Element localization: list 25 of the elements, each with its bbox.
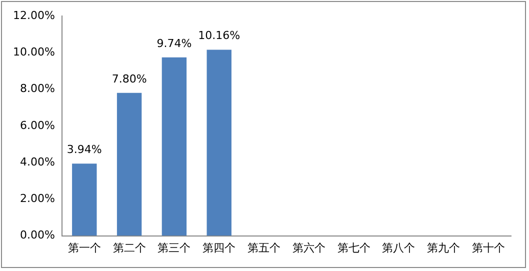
y-tick-label: 0.00% [20, 228, 55, 242]
data-label: 10.16% [198, 29, 240, 42]
y-tick-label: 4.00% [20, 155, 55, 168]
x-tick-label: 第三个 [158, 241, 191, 254]
x-tick-label: 第九个 [427, 241, 460, 254]
x-tick-label: 第五个 [248, 241, 281, 254]
x-tick-label: 第八个 [382, 241, 416, 254]
bar [116, 92, 142, 236]
x-tick-label: 第七个 [337, 241, 370, 254]
x-tick-label: 第一个 [68, 241, 101, 254]
y-tick-label: 10.00% [12, 45, 55, 58]
data-label: 7.80% [112, 72, 147, 86]
x-tick-label: 第二个 [112, 241, 146, 254]
x-tick-label: 第十个 [472, 241, 506, 254]
data-label: 3.94% [66, 142, 102, 156]
data-label: 9.74% [156, 36, 192, 50]
y-tick-label: 8.00% [20, 82, 55, 96]
y-tick-label: 2.00% [20, 192, 55, 206]
bar [162, 57, 187, 236]
x-tick-label: 第六个 [292, 241, 326, 254]
x-tick-label: 第四个 [202, 241, 236, 254]
y-tick-label: 12.00% [12, 8, 55, 22]
bar [72, 164, 97, 236]
bar [206, 50, 232, 236]
y-tick-label: 6.00% [20, 118, 55, 132]
